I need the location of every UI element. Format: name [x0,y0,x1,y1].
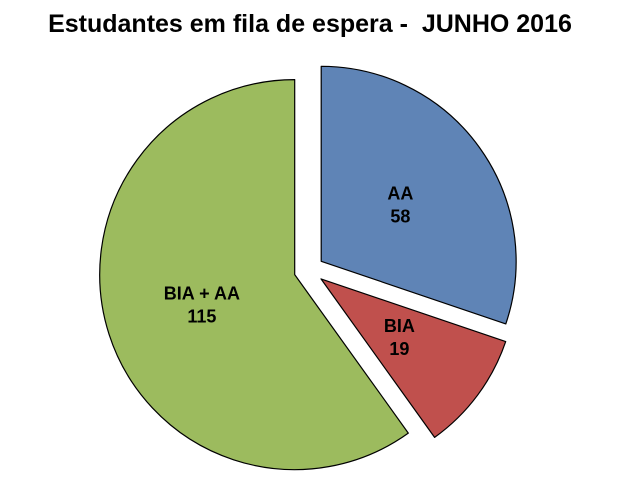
pie-slice-bia [320,278,507,438]
slice-value-bia: 19 [389,339,409,359]
pie-slice-bia-aa [99,79,409,471]
slice-value-aa: 58 [390,207,410,227]
pie-slice-aa [320,65,517,325]
slice-label-aa: AA [387,184,413,204]
chart-title: Estudantes em fila de espera - JUNHO 201… [48,10,572,38]
slice-label-bia-aa: BIA + AA [164,283,240,303]
slice-value-bia-aa: 115 [187,306,216,326]
slice-label-bia: BIA [384,316,415,336]
